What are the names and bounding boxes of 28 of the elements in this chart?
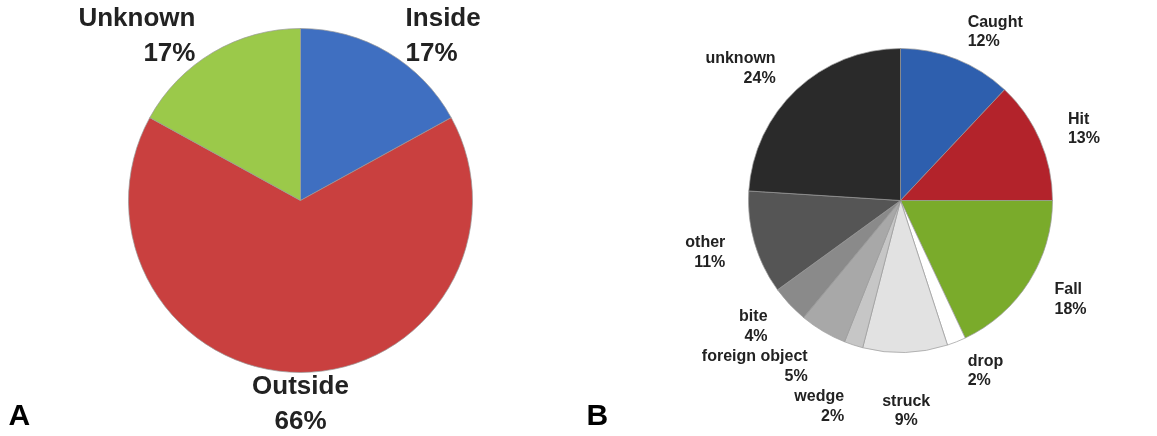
slice-label: Caught [967, 12, 1024, 30]
slice-label: drop [967, 351, 1004, 369]
data-label: 11% [694, 252, 726, 270]
data-label: 13% [1067, 129, 1100, 147]
data-label: 9% [894, 411, 918, 429]
data-label: 17% [405, 36, 458, 67]
slice-label: foreign object [701, 347, 809, 365]
slice-label: Inside [405, 2, 481, 33]
slice-label: wedge [793, 387, 845, 405]
text: B [586, 397, 609, 431]
data-label: 12% [967, 32, 1000, 50]
slice-label: Fall [1054, 279, 1083, 297]
slice-label: unknown [705, 49, 776, 67]
data-label: 24% [743, 68, 776, 86]
slice-label: bite [739, 307, 768, 325]
data-label: 4% [744, 326, 768, 344]
slice-label: Hit [1067, 109, 1090, 127]
slice-label: Outside [252, 370, 349, 401]
slice-label: Unknown [78, 2, 196, 33]
slice-label: other [685, 233, 726, 251]
slice-label: struck [882, 391, 931, 409]
data-label: 2% [967, 371, 991, 389]
data-label: 2% [821, 406, 845, 424]
data-label: 66% [274, 404, 327, 435]
data-label: 17% [143, 36, 196, 67]
data-label: 5% [784, 366, 808, 384]
text: A [8, 397, 31, 431]
data-label: 18% [1054, 299, 1087, 317]
